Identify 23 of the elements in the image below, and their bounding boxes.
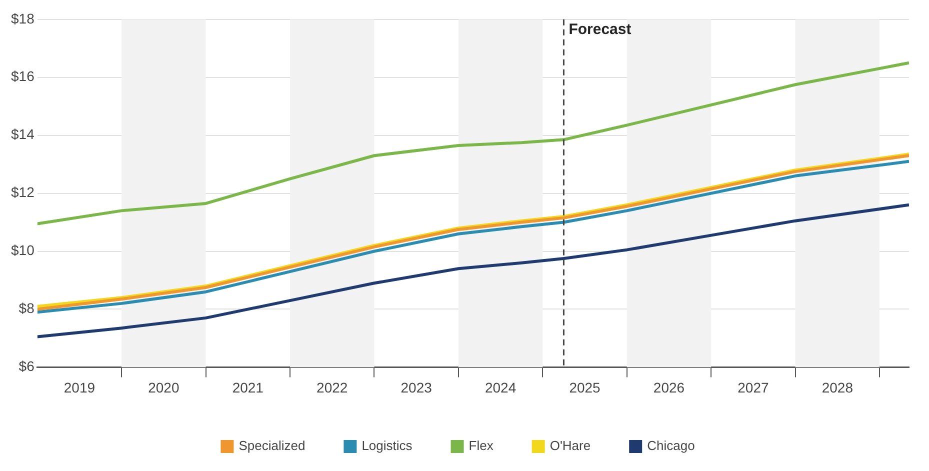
y-tick-label: $12 (11, 184, 35, 200)
x-tick-label: 2028 (822, 379, 854, 396)
legend-label: Specialized (238, 438, 306, 454)
legend-label: O'Hare (550, 438, 591, 454)
x-tick-label: 2025 (569, 379, 601, 396)
y-tick-label: $14 (11, 126, 35, 142)
x-tick-label: 2026 (653, 379, 685, 396)
y-tick-label: $8 (18, 300, 35, 316)
x-tick-label: 2022 (316, 379, 348, 396)
x-tick-label: 2019 (64, 379, 96, 396)
y-tick-label: $18 (11, 10, 35, 26)
x-tick-label: 2027 (738, 379, 769, 396)
y-tick-label: $10 (11, 242, 35, 258)
y-tick-label: $16 (11, 68, 35, 84)
x-tick-label: 2020 (148, 379, 180, 396)
legend-label: Chicago (647, 438, 695, 454)
y-tick-label: $6 (18, 358, 35, 374)
legend-label: Flex (468, 438, 494, 454)
ref-line-label: Forecast (568, 21, 632, 38)
x-tick-label: 2021 (232, 379, 264, 396)
x-tick-label: 2024 (484, 379, 516, 396)
legend-label: Logistics (362, 438, 413, 454)
x-tick-label: 2023 (400, 379, 432, 396)
